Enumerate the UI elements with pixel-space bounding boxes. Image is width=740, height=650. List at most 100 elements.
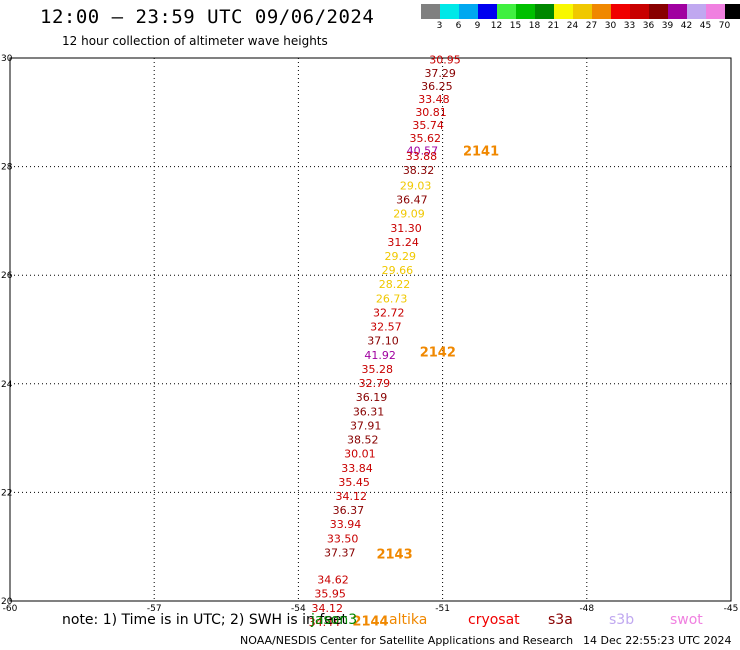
pass-number-label: 2142: [420, 346, 456, 361]
pass-number-label: 2141: [463, 145, 499, 160]
color-swatch: [478, 4, 497, 19]
color-scale-label: 33: [623, 21, 636, 31]
lon-tick-label: -54: [291, 604, 306, 614]
footer-note: note: 1) Time is in UTC; 2) SWH is in fe…: [62, 612, 348, 628]
color-scale-label: 18: [528, 21, 541, 31]
lon-tick-label: -60: [3, 604, 18, 614]
color-swatch: [687, 4, 706, 19]
color-swatch: [668, 4, 687, 19]
map-title: 12:00 — 23:59 UTC 09/06/2024: [40, 6, 375, 28]
color-scale-label: 36: [642, 21, 655, 31]
wave-height-label: 35.28: [361, 363, 393, 376]
map-subtitle: 12 hour collection of altimeter wave hei…: [62, 34, 328, 48]
wave-height-label: 37.29: [424, 67, 456, 80]
footer-credit: NOAA/NESDIS Center for Satellite Applica…: [240, 634, 574, 647]
lat-tick-label: 30: [1, 54, 13, 64]
color-scale-label: 3: [436, 21, 443, 31]
color-scale-label: 39: [661, 21, 674, 31]
color-scale-label: 12: [490, 21, 503, 31]
wave-height-label: 36.37: [333, 504, 365, 517]
lon-tick-label: -48: [579, 604, 594, 614]
wave-height-label: 40.57: [407, 145, 439, 158]
wave-height-label: 35.74: [412, 119, 444, 132]
wave-height-label: 41.92: [364, 349, 396, 362]
satellite-legend-item: jason3: [311, 612, 358, 628]
wave-height-label: 36.31: [353, 405, 385, 418]
color-swatch: [649, 4, 668, 19]
wave-height-label: 35.95: [314, 588, 346, 601]
color-scale-label: 15: [509, 21, 522, 31]
lat-tick-label: 24: [1, 380, 13, 390]
color-scale-label: 45: [699, 21, 712, 31]
wave-height-label: 36.47: [396, 194, 428, 207]
wave-height-label: 33.94: [330, 518, 362, 531]
wave-height-label: 34.62: [317, 574, 349, 587]
wave-height-label: 36.19: [356, 391, 388, 404]
wave-height-label: 32.79: [359, 377, 391, 390]
wave-height-label: 33.48: [418, 93, 450, 106]
color-scale-label: 9: [474, 21, 481, 31]
color-swatch: [706, 4, 725, 19]
color-scale-label: 70: [718, 21, 731, 31]
wave-height-label: 30.01: [344, 448, 376, 461]
color-scale-label: 27: [585, 21, 598, 31]
color-swatch: [573, 4, 592, 19]
wave-height-label: 34.44: [309, 616, 341, 629]
color-scale-label: 42: [680, 21, 693, 31]
lat-tick-label: 26: [1, 271, 13, 281]
satellite-legend-item: s3b: [609, 612, 635, 628]
wave-height-label: 32.57: [370, 321, 402, 334]
wave-height-label: 29.29: [385, 250, 417, 263]
wave-height-label: 26.73: [376, 292, 408, 305]
map-frame: [9, 57, 732, 602]
wave-height-label: 35.62: [410, 132, 442, 145]
color-swatch: [725, 4, 740, 19]
color-swatch: [459, 4, 478, 19]
color-swatch: [630, 4, 649, 19]
wave-height-label: 30.95: [429, 53, 461, 66]
satellite-legend-item: cryosat: [468, 612, 520, 628]
color-scale-label: 30: [604, 21, 617, 31]
wave-height-label: 29.66: [382, 264, 414, 277]
wave-height-label: 33.88: [406, 150, 438, 163]
lat-tick-label: 28: [1, 163, 13, 173]
pass-number-label: 2144: [352, 614, 388, 629]
lat-tick-label: 20: [1, 597, 13, 607]
wave-height-label: 34.12: [336, 490, 368, 503]
color-swatch: [554, 4, 573, 19]
wave-height-label: 38.32: [403, 164, 435, 177]
wave-height-label: 31.30: [390, 222, 422, 235]
wave-height-label: 29.03: [400, 179, 432, 192]
color-scale-label: 6: [455, 21, 462, 31]
satellite-legend-item: swot: [670, 612, 703, 628]
wave-height-label: 28.22: [379, 278, 411, 291]
color-swatch: [440, 4, 459, 19]
color-swatch: [535, 4, 554, 19]
wave-height-label: 32.72: [373, 306, 405, 319]
wave-height-label: 29.09: [393, 208, 425, 221]
pass-number-label: 2143: [376, 548, 412, 563]
wave-height-label: 37.37: [324, 546, 356, 559]
satellite-legend-item: s3a: [548, 612, 573, 628]
wave-height-label: 34.12: [311, 602, 343, 615]
wave-height-label: 36.25: [421, 80, 453, 93]
lon-tick-label: -45: [724, 604, 739, 614]
lon-tick-label: -51: [435, 604, 450, 614]
footer-timestamp: 14 Dec 22:55:23 UTC 2024: [583, 634, 732, 647]
color-scale-label: 21: [547, 21, 560, 31]
wave-height-label: 37.10: [367, 335, 399, 348]
wave-height-label: 30.81: [415, 106, 447, 119]
color-swatch: [611, 4, 630, 19]
lon-tick-label: -57: [147, 604, 162, 614]
color-swatch: [592, 4, 611, 19]
color-swatch: [497, 4, 516, 19]
color-swatch: [516, 4, 535, 19]
color-scale-label: 24: [566, 21, 579, 31]
wave-height-label: 38.52: [347, 434, 379, 447]
color-swatch: [421, 4, 440, 19]
lat-tick-label: 22: [1, 488, 12, 498]
satellite-legend-item: altika: [389, 612, 428, 628]
wave-height-label: 31.24: [387, 236, 419, 249]
wave-height-label: 35.45: [338, 476, 370, 489]
